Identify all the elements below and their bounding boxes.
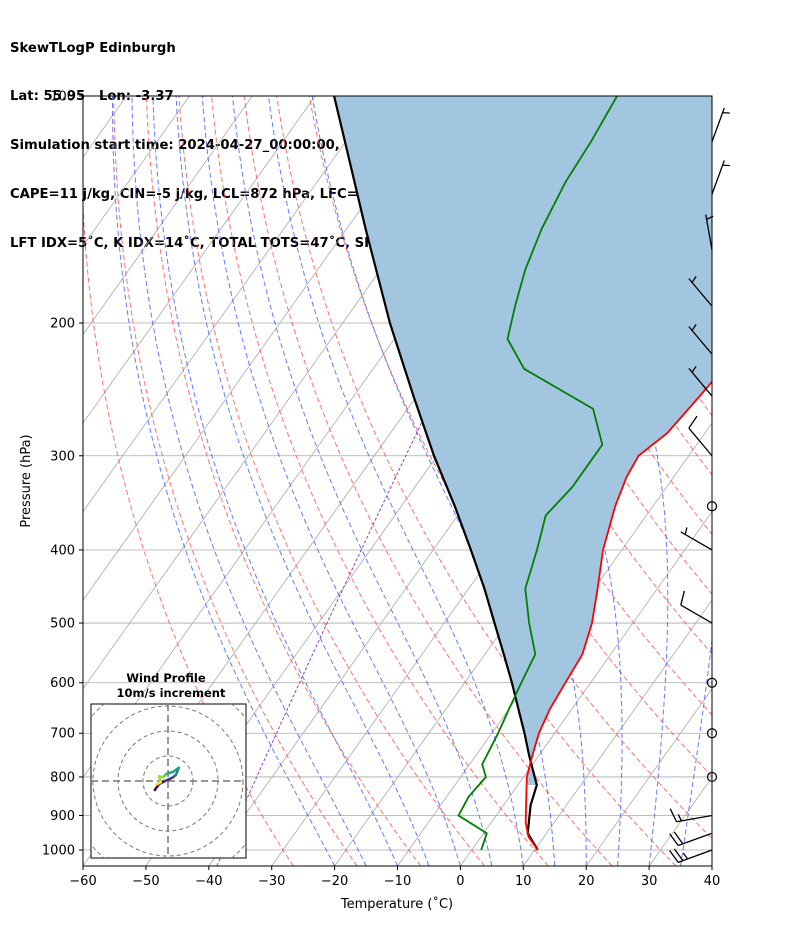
y-tick-label: 500 [50, 617, 75, 632]
x-tick-label: 10 [515, 874, 532, 889]
dewpoint-line [457, 96, 618, 851]
isotherm [522, 599, 712, 866]
axis-ticks: −60 −50 −40 −30 −20 −10 0 10 20 30 40 1000 900 800 700… [42, 90, 720, 890]
y-axis-label: Pressure (hPa) [19, 434, 34, 527]
moist-adiabat [152, 96, 398, 866]
parcel-profile-line [333, 96, 539, 851]
isotherm [83, 96, 442, 601]
moist-adiabat [112, 96, 336, 866]
y-tick-label: 800 [50, 770, 75, 785]
x-axis-label: Temperature (˚C) [340, 896, 453, 912]
wind-barb [669, 831, 713, 847]
x-tick-label: −20 [321, 874, 348, 889]
y-tick-label: 300 [50, 449, 75, 464]
moist-adiabat [201, 96, 461, 866]
wind-barb [669, 808, 713, 823]
moist-adiabat [232, 96, 493, 866]
isotherm [83, 96, 190, 247]
y-tick-label: 700 [50, 727, 75, 742]
inset-title: Wind Profile [126, 671, 206, 685]
station-title: SkewTLogP Edinburgh [10, 40, 176, 56]
calm-wind-marker [706, 728, 718, 739]
isotherm [0, 96, 1, 866]
y-tick-label: 900 [50, 809, 75, 824]
wind-barb [688, 324, 713, 355]
wind-barb [705, 214, 714, 251]
y-tick-label: 100 [50, 90, 75, 105]
isotherm [585, 688, 712, 866]
station-coordinates: Lat: 55.95 Lon: -3.37 [10, 89, 174, 105]
dry-adiabat [83, 197, 294, 866]
wind-barb [711, 160, 730, 195]
calm-wind-marker [706, 677, 718, 688]
wind-barbs [669, 107, 730, 863]
dry-adiabat [536, 96, 712, 417]
dry-adiabat [733, 96, 794, 866]
x-tick-label: 20 [578, 874, 595, 889]
calm-wind-marker [706, 501, 718, 512]
x-tick-label: −10 [384, 874, 411, 889]
y-tick-label: 200 [50, 316, 75, 331]
x-tick-label: −60 [69, 874, 96, 889]
dry-adiabat [113, 96, 358, 866]
isotherm [711, 865, 712, 866]
temperature-line [524, 380, 712, 851]
dry-adiabat [178, 96, 485, 866]
wind-barb [680, 590, 713, 624]
x-tick-label: −30 [258, 874, 285, 889]
x-tick-label: −50 [132, 874, 159, 889]
wind-barb [680, 527, 713, 551]
isotherm [83, 96, 253, 336]
moist-adiabat [711, 863, 712, 866]
wind-barb [688, 415, 713, 457]
wind-barb [711, 107, 730, 142]
isotherm [83, 96, 316, 424]
moist-adiabat [175, 96, 430, 866]
isotherm [460, 510, 712, 866]
hodograph-segment [154, 780, 163, 786]
x-tick-label: 30 [641, 874, 658, 889]
x-tick-label: 40 [704, 874, 721, 889]
wind-barb [688, 365, 713, 397]
isotherm [83, 96, 379, 513]
dry-adiabat [765, 96, 794, 866]
y-tick-label: 600 [50, 676, 75, 691]
moist-adiabat [131, 96, 367, 866]
x-tick-label: −40 [195, 874, 222, 889]
x-tick-label: 0 [456, 874, 464, 889]
dry-adiabat [243, 96, 613, 866]
dry-adiabat [211, 96, 549, 866]
wind-barb [669, 848, 713, 863]
wind-profile-inset: Wind Profile 10m/s increment [90, 671, 247, 859]
y-tick-label: 400 [50, 543, 75, 558]
moist-adiabat [744, 96, 794, 866]
calm-wind-marker [706, 771, 718, 783]
dry-adiabat [699, 96, 712, 119]
dry-adiabat [145, 96, 422, 866]
cape-area [334, 96, 712, 785]
wind-barb [688, 276, 713, 307]
inset-subtitle: 10m/s increment [117, 686, 226, 700]
y-tick-label: 1000 [42, 844, 75, 859]
